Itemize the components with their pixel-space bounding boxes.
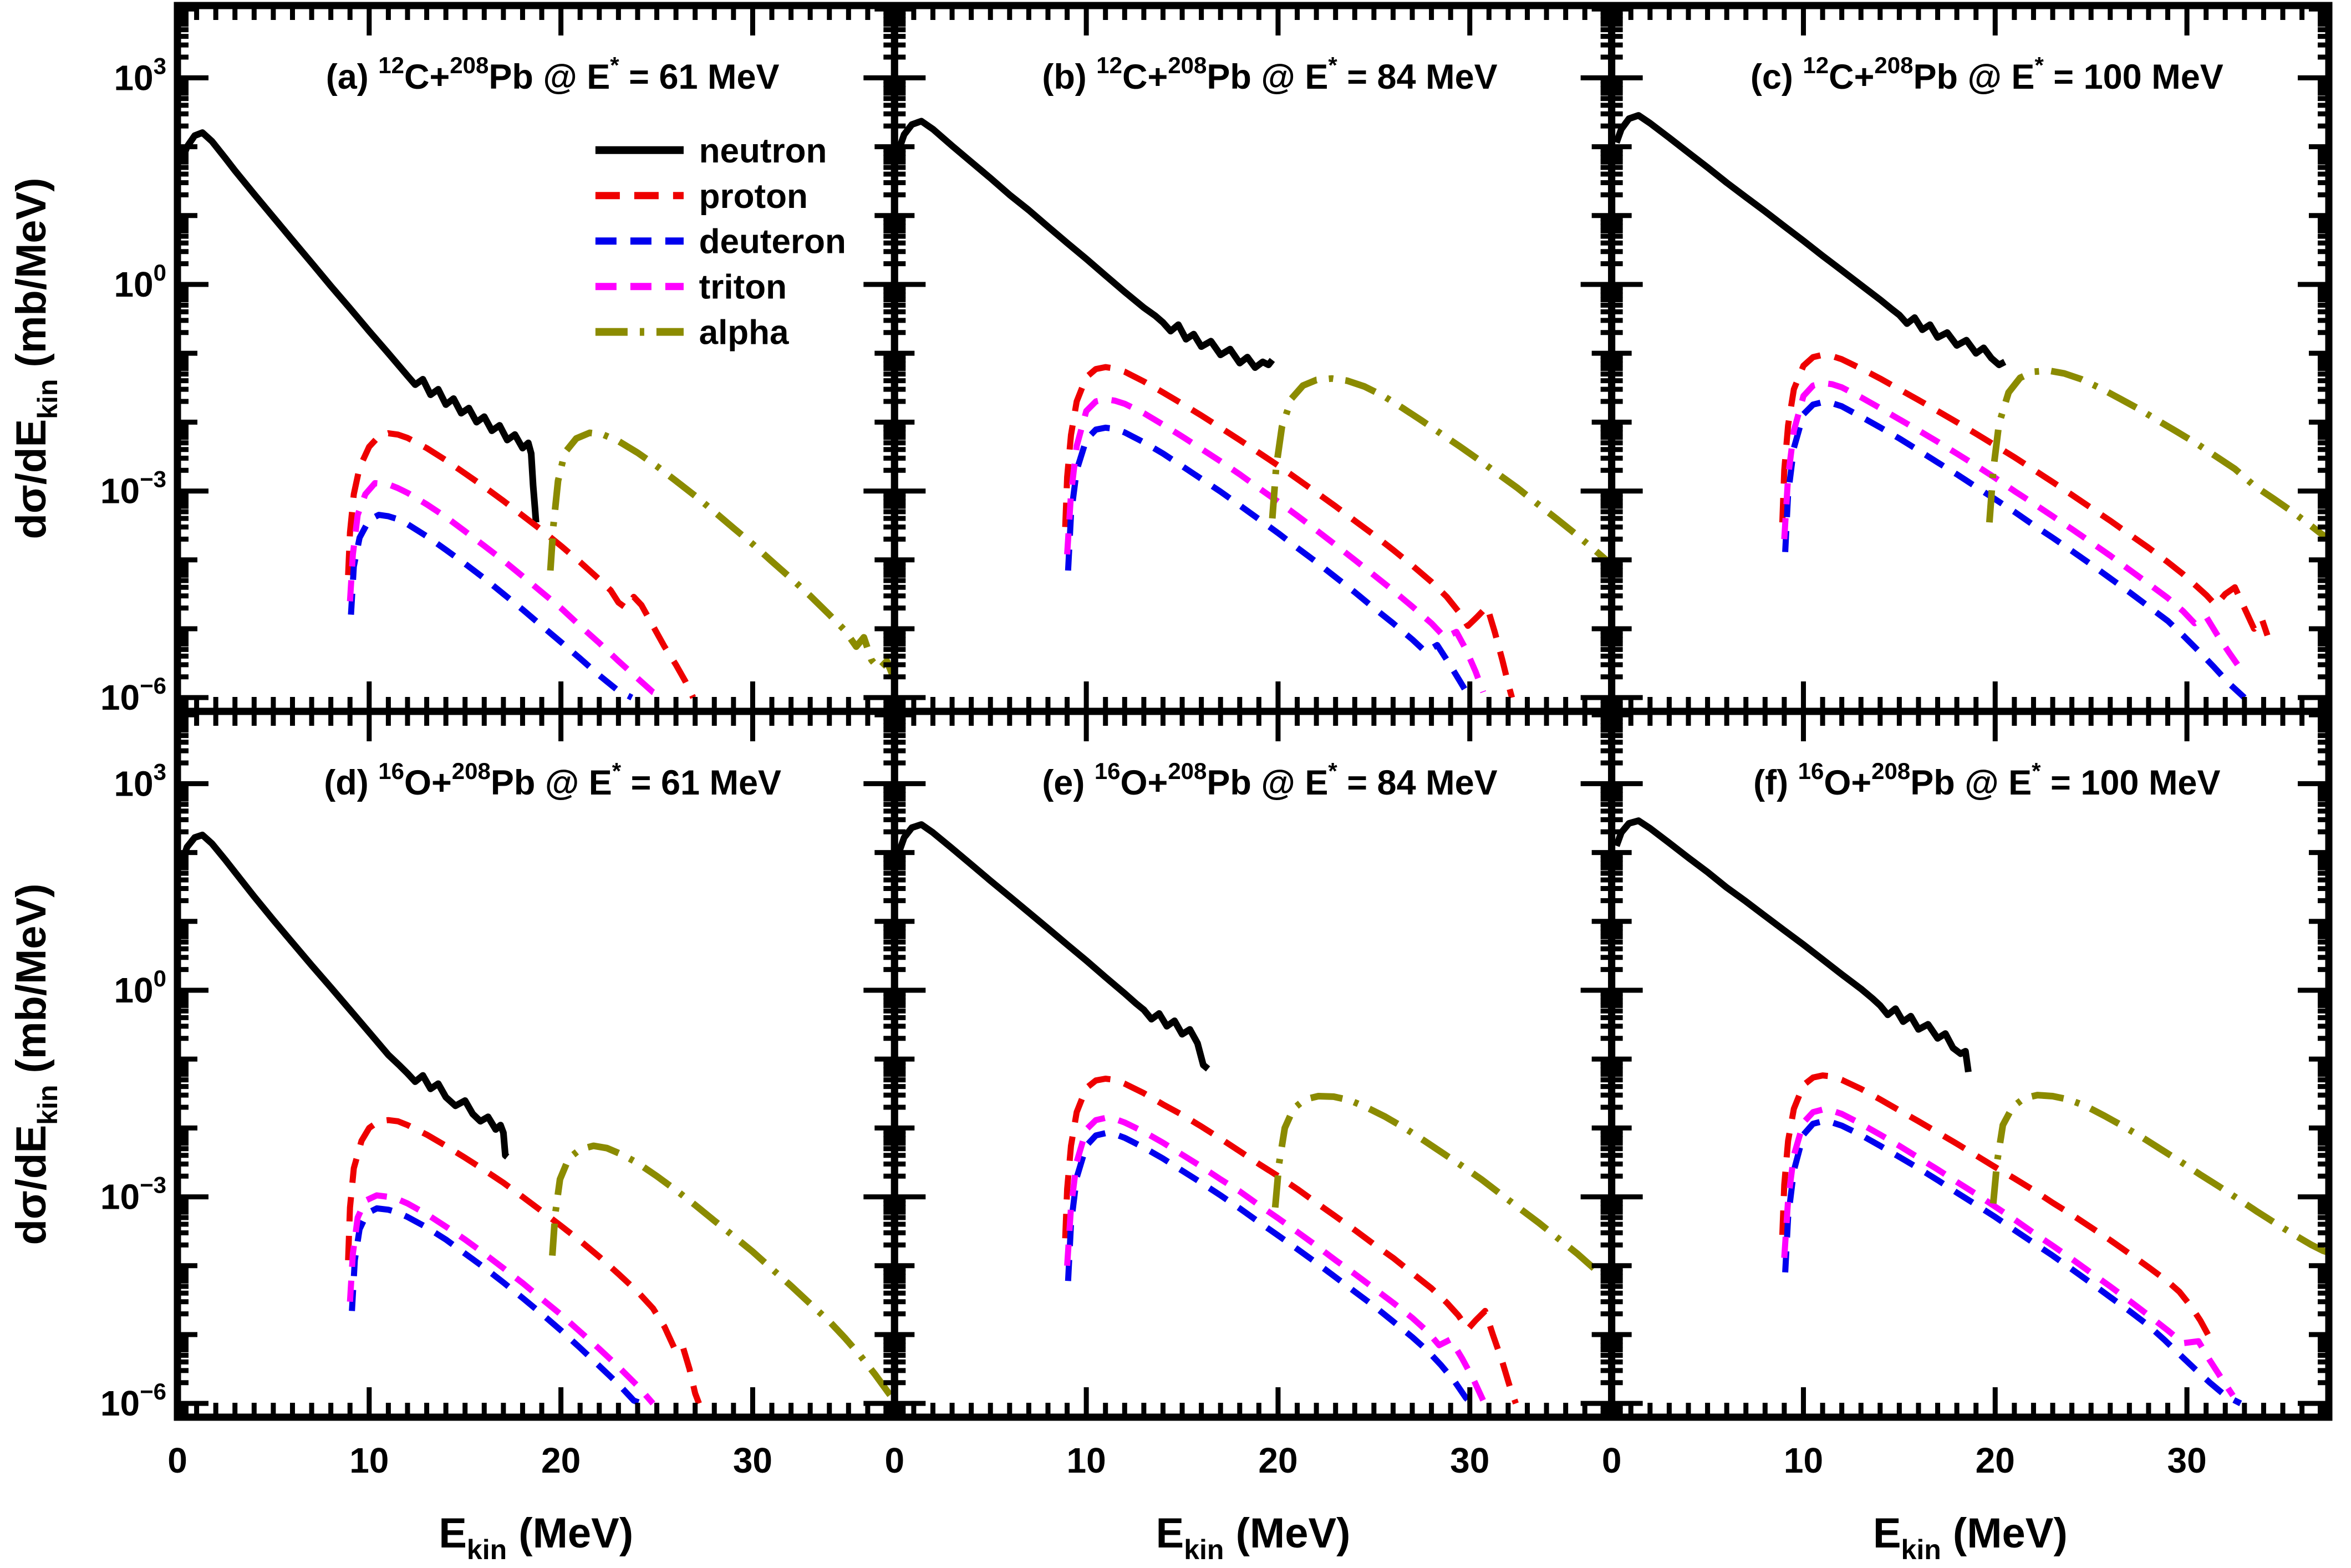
x-axis-title-col1: Ekin (MeV) [439,1510,633,1565]
panel-b-title: (b) 12C+208Pb @ E* = 84 MeV [1042,52,1497,96]
panel-b-neutron-curve [896,118,1275,371]
x-tick-label-col2-30: 30 [1450,1440,1489,1480]
panel-f-title: (f) 16O+208Pb @ E* = 100 MeV [1753,758,2220,802]
panel-a-title: (a) 12C+208Pb @ E* = 61 MeV [326,52,780,96]
y-axis-title-row2: dσ/dEkin (mb/MeV) [8,883,63,1245]
panel-f-neutron-curve [1613,817,1972,1073]
legend-item-alpha: alpha [595,314,789,352]
panel-a-deuteron-curve [348,512,634,701]
panel-f-proton-curve [1779,1072,2211,1336]
panel-b-triton-curve [1064,396,1487,694]
x-tick-label-col1-30: 30 [733,1440,772,1480]
panel-d-curves [179,831,894,1407]
panel-e-triton-curve [1064,1114,1486,1402]
panel-c: (c) 12C+208Pb @ E* = 100 MeV [1608,2,2333,715]
panel-b-alpha-curve [1269,375,1611,568]
panel-e: (e) 16O+208Pb @ E* = 84 MeV [890,707,1616,1421]
legend-item-proton: proton [595,177,808,216]
panel-d-triton-curve [347,1192,655,1406]
panel-f: (f) 16O+208Pb @ E* = 100 MeV [1608,707,2333,1421]
legend-label-alpha: alpha [699,314,789,352]
panel-e-curves [896,821,1611,1406]
panel-d-proton-curve [345,1117,702,1405]
y-tick-label-row1--6: 10−6 [100,673,166,717]
y-tick-label-row1-0: 100 [114,259,166,304]
x-axis-title-col2: Ekin (MeV) [1156,1510,1351,1565]
panel-c-neutron-curve [1613,112,2007,368]
panel-e-title: (e) 16O+208Pb @ E* = 84 MeV [1042,758,1497,802]
legend-item-neutron: neutron [595,132,827,170]
panel-c-alpha-curve [1986,367,2328,542]
x-tick-label-col1-0: 0 [167,1440,187,1480]
panel-b-plot-area [894,6,1612,711]
panel-a-plot-area [177,6,895,711]
legend-item-triton: triton [595,268,787,307]
panel-f-curves [1613,817,2328,1407]
y-tick-label-row2-0: 100 [114,965,166,1010]
panel-b-deuteron-curve [1065,424,1473,700]
x-tick-label-col2-10: 10 [1067,1440,1106,1480]
panel-d-alpha-curve [549,1142,894,1403]
x-tick-label-col1-10: 10 [349,1440,389,1480]
panel-a-curves [179,129,894,701]
panel-e-deuteron-curve [1065,1130,1474,1406]
panel-e-plot-area [894,711,1612,1417]
panel-c-plot-area [1611,6,2329,711]
panel-c-proton-curve [1779,352,2271,637]
x-tick-label-col3-10: 10 [1784,1440,1823,1480]
panel-d: (d) 16O+208Pb @ E* = 61 MeV [174,707,898,1421]
panel-d-title: (d) 16O+208Pb @ E* = 61 MeV [324,758,781,802]
panel-e-alpha-curve [1271,1093,1611,1286]
panel-d-neutron-curve [179,831,510,1160]
panel-b-curves [896,118,1611,700]
panel-b: (b) 12C+208Pb @ E* = 84 MeV [890,2,1616,715]
x-tick-label-col3-20: 20 [1976,1440,2015,1480]
panel-c-curves [1613,112,2328,700]
panel-b-proton-curve [1062,364,1515,699]
panel-d-plot-area [177,711,895,1417]
panel-a-proton-curve [345,430,696,699]
panel-e-proton-curve [1062,1076,1519,1405]
legend-label-triton: triton [699,268,787,307]
panel-c-deuteron-curve [1782,399,2247,700]
y-tick-label-row1-3: 103 [114,53,166,98]
x-tick-label-col1-20: 20 [541,1440,581,1480]
x-tick-label-col3-0: 0 [1602,1440,1622,1480]
legend-label-proton: proton [699,177,808,216]
x-tick-label-col2-20: 20 [1258,1440,1297,1480]
y-tick-label-row1--3: 10−3 [100,466,166,511]
legend-label-neutron: neutron [699,132,827,170]
x-tick-label-col3-30: 30 [2167,1440,2206,1480]
panel-f-triton-curve [1781,1106,2236,1398]
panel-c-title: (c) 12C+208Pb @ E* = 100 MeV [1750,52,2223,96]
panel-f-deuteron-curve [1782,1118,2242,1407]
panel-a: (a) 12C+208Pb @ E* = 61 MeV [174,2,898,715]
legend-label-deuteron: deuteron [699,223,846,261]
panel-d-deuteron-curve [349,1205,643,1407]
panel-f-alpha-curve [1989,1092,2328,1256]
x-tick-label-col2-0: 0 [885,1440,905,1480]
panel-a-neutron-curve [179,129,540,523]
y-tick-label-row2-3: 103 [114,758,166,803]
panel-a-alpha-curve [547,429,894,681]
x-axis-title-col3: Ekin (MeV) [1873,1510,2068,1565]
legend: neutron proton deuteron triton alpha [595,132,846,352]
y-axis-title-row1: dσ/dEkin (mb/MeV) [8,177,63,539]
legend-item-deuteron: deuteron [595,223,846,261]
panel-f-frame [1608,707,2333,1421]
panel-a-triton-curve [347,480,666,701]
y-tick-label-row2--6: 10−6 [100,1378,166,1423]
y-tick-label-row2--3: 10−3 [100,1172,166,1217]
panel-e-neutron-curve [896,821,1210,1072]
